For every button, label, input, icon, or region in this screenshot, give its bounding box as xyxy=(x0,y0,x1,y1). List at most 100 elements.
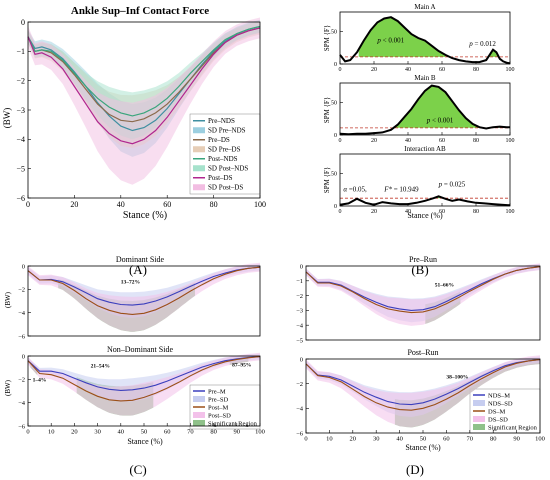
panel-c-sub2-ytick-label: 0 xyxy=(22,353,25,360)
panel-a-ytick-label: −6 xyxy=(16,194,25,203)
panel-letter-a: (A) xyxy=(129,262,147,277)
panel-b-sub2-xtick-label: 0 xyxy=(339,138,342,144)
panel-c-sub2-sig-label: 87–95% xyxy=(232,363,251,369)
panel-d-sub2-sd-band-1 xyxy=(306,355,540,428)
panel-c-sub2-ytick-label: −2 xyxy=(18,377,25,384)
panel-letter-b: (B) xyxy=(411,262,428,277)
panel-b-sub2-xtick-label: 100 xyxy=(506,138,515,144)
panel-a-ytick-label: −1 xyxy=(16,47,25,56)
panel-c-sub1-title: Dominant Side xyxy=(116,255,165,264)
panel-c-sub1-series-line-1 xyxy=(27,266,261,315)
panel-d-sub2-xtick-label: 60 xyxy=(443,436,450,443)
panel-d-legend-label: NDS–M xyxy=(488,392,510,399)
panel-b-sub2-axes-frame xyxy=(339,82,511,136)
panel-b-sub3-annotation: F* = 10.949 xyxy=(383,186,419,194)
panel-c-legend-swatch xyxy=(193,396,205,402)
panel-b-sub1-spm-curve xyxy=(339,16,511,65)
panel-d-sub2-ytick-label: −6 xyxy=(296,430,304,437)
panel-d-sub2-title: Post–Run xyxy=(407,348,438,357)
panel-a-legend-swatch xyxy=(193,165,205,172)
panel-b-sub3-ytick-label: 50 xyxy=(331,172,337,178)
panel-a-legend-label: Post–NDS xyxy=(208,155,238,163)
panel-d-sub1-ytick-label: −1 xyxy=(296,278,303,285)
panel-a-series-line-3 xyxy=(27,27,261,145)
panel-d-xlabel: Stance (%) xyxy=(405,443,441,452)
panel-d-legend-label: Significant Region xyxy=(488,424,538,431)
panel-a-xtick-label: 0 xyxy=(26,200,30,209)
panel-c-sub1-series-line-0 xyxy=(27,266,261,306)
panel-a-xtick-label: 60 xyxy=(163,200,171,209)
panel-b-sub1-ytick-label: 0 xyxy=(334,62,337,68)
panel-a-series-line-0 xyxy=(27,25,261,132)
panel-d-sub1-title: Pre–Run xyxy=(409,255,437,264)
panel-c-sub2-xtick-label: 90 xyxy=(234,429,241,436)
panel-a: Ankle Sup–Inf Contact Force (BW) Stance … xyxy=(2,5,266,221)
panel-a-ylabel: (BW) xyxy=(2,108,12,129)
panel-a-xtick-label: 100 xyxy=(254,200,266,209)
panel-d-legend-swatch xyxy=(473,400,485,406)
panel-a-legend-swatch xyxy=(193,146,205,153)
panel-c-sub2-xtick-label: 20 xyxy=(71,429,78,436)
panel-b-sub3-xtick-label: 20 xyxy=(371,209,377,215)
panel-b-sub2-annotation: p < 0.001 xyxy=(426,117,454,125)
panel-b-sub2-cluster xyxy=(394,85,500,128)
panel-b-sub1-annotation: p = 0.012 xyxy=(468,40,496,48)
panel-a-sd-band-3 xyxy=(28,17,260,185)
panel-c-sub1-sd-band-1 xyxy=(28,262,260,332)
panel-d-legend-label: NDS–SD xyxy=(488,400,513,407)
panel-c-sub2-ytick-label: −4 xyxy=(18,400,26,407)
panel-d-legend-swatch xyxy=(473,424,485,430)
panel-c-legend-swatch xyxy=(193,420,205,426)
panel-a-legend-label: SD Post–NDS xyxy=(208,165,248,173)
panel-d-sub2-xtick-label: 0 xyxy=(304,436,307,443)
panel-d-sub2-xtick-label: 10 xyxy=(326,436,333,443)
panel-a-ytick-label: −5 xyxy=(16,164,25,173)
panel-c-sub2-series-line-1 xyxy=(27,356,261,402)
panel-b-sub1-title: Main A xyxy=(414,3,435,11)
panel-d-sub2-ytick-label: −4 xyxy=(296,406,304,413)
panel-c-sub1-sig-label: 13–72% xyxy=(121,280,140,286)
panel-b-xlabel: Stance (%) xyxy=(407,211,443,220)
panel-a-legend-label: SD Pre–NDS xyxy=(208,127,246,135)
panel-b: Main A Main B Interaction AB SPM {F} SPM… xyxy=(323,3,515,220)
panel-c-sub1-ytick-label: −6 xyxy=(18,333,26,340)
panel-c-legend-label: Pre–SD xyxy=(208,396,229,403)
panel-a-xtick-label: 80 xyxy=(210,200,218,209)
panel-d-legend-label: DS–M xyxy=(488,408,506,415)
panel-a-legend-label: SD Post–DS xyxy=(208,184,243,192)
panel-d-sub2-xtick-label: 20 xyxy=(350,436,357,443)
panel-a-title: Ankle Sup–Inf Contact Force xyxy=(71,5,209,17)
panel-c-sub1-axes-frame xyxy=(27,265,261,337)
panel-c-ylabel-bottom: (BW) xyxy=(4,379,12,396)
panel-b-sub3-ylabel: SPM {F} xyxy=(323,167,331,193)
panel-d-sub2-xtick-label: 80 xyxy=(490,436,497,443)
panel-c-sub2-series-line-0 xyxy=(27,356,261,391)
panel-c-sub1-ytick-label: −4 xyxy=(18,310,26,317)
panel-c-legend-swatch xyxy=(193,412,205,418)
panel-d-sub2-xtick-label: 70 xyxy=(467,436,474,443)
panel-b-sub1-xtick-label: 80 xyxy=(473,67,479,73)
panel-b-sub1-xtick-label: 40 xyxy=(405,67,411,73)
panel-b-sub1-axes-frame xyxy=(339,11,511,65)
panel-c-sub2-xtick-label: 30 xyxy=(94,429,101,436)
panel-b-sub1-xtick-label: 100 xyxy=(506,67,515,73)
panel-c-sub2-sd-band-1 xyxy=(28,352,260,416)
panel-b-sub1-cluster xyxy=(358,17,446,57)
panel-b-sub1-xtick-label: 20 xyxy=(371,67,377,73)
panel-b-sub2-xtick-label: 80 xyxy=(473,138,479,144)
panel-b-sub1-ylabel: SPM {F} xyxy=(323,25,331,51)
panel-a-xlabel: Stance (%) xyxy=(123,210,167,221)
panel-b-sub3-xtick-label: 40 xyxy=(405,209,411,215)
panel-a-legend-swatch xyxy=(193,127,205,134)
panel-c-sub1-ytick-label: −2 xyxy=(18,287,25,294)
panel-a-legend-label: SD Pre–DS xyxy=(208,146,241,154)
panel-d-sub1-ytick-label: −2 xyxy=(296,293,303,300)
panel-b-sub3-xtick-label: 100 xyxy=(506,209,515,215)
panel-c-sub1-sd-band-0 xyxy=(28,263,260,318)
panel-b-sub1-xtick-label: 0 xyxy=(339,67,342,73)
panel-c-sub2-xtick-label: 100 xyxy=(255,429,265,436)
panel-d-sub1-axes-frame xyxy=(305,265,541,341)
panel-b-sub1-xtick-label: 60 xyxy=(439,67,445,73)
